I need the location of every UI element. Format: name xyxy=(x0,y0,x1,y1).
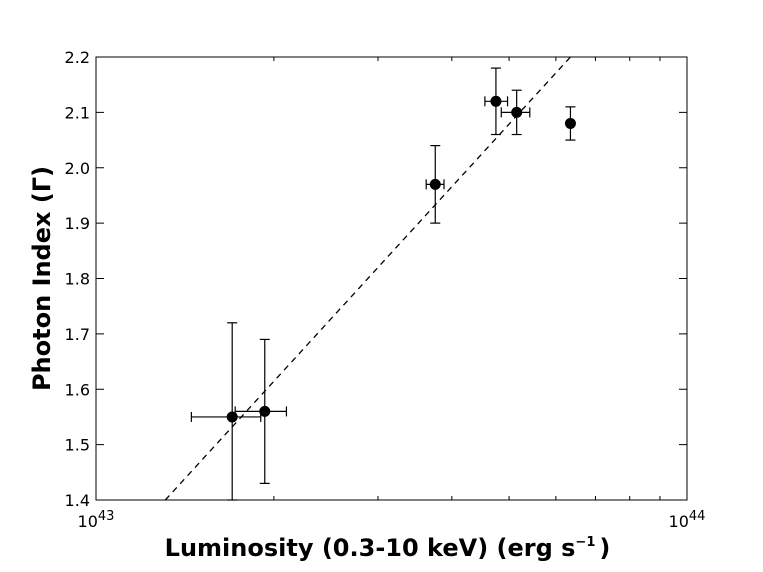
x-tick-label-base: 10 xyxy=(669,512,689,531)
data-point xyxy=(259,405,271,417)
data-point xyxy=(564,117,576,129)
x-axis-label-close: ) xyxy=(599,534,610,562)
x-tick-label-exponent: 43 xyxy=(98,509,115,524)
x-axis-label: Luminosity (0.3-10 keV) (erg s−1) xyxy=(165,534,611,562)
axis-labels-layer: Luminosity (0.3-10 keV) (erg s−1) Photon… xyxy=(28,166,610,562)
data-point xyxy=(226,411,238,423)
x-tick-label: 1044 xyxy=(669,509,706,531)
data-point-group xyxy=(234,338,288,484)
data-point xyxy=(490,95,502,107)
data-point xyxy=(429,178,441,190)
x-tick-label-exponent: 44 xyxy=(689,509,706,524)
fit-line xyxy=(164,56,571,501)
data-point xyxy=(511,106,523,118)
plot-frame xyxy=(95,56,688,501)
y-tick-label: 1.4 xyxy=(65,491,90,510)
y-tick-label: 1.5 xyxy=(65,436,90,455)
data-point-group xyxy=(500,89,531,136)
data-point-group xyxy=(564,106,576,141)
y-tick-label: 1.7 xyxy=(65,325,90,344)
data-points-layer xyxy=(190,67,576,501)
y-tick-label: 2.2 xyxy=(65,48,90,67)
data-point-group xyxy=(425,145,445,224)
data-point-group xyxy=(484,67,509,136)
x-axis-label-text: Luminosity (0.3-10 keV) (erg s xyxy=(165,534,576,562)
y-tick-label: 1.6 xyxy=(65,380,90,399)
x-tick-label: 1043 xyxy=(78,509,115,531)
y-tick-label: 1.9 xyxy=(65,214,90,233)
y-tick-label: 2.1 xyxy=(65,103,90,122)
fit-line-layer xyxy=(164,56,571,501)
x-tick-label-base: 10 xyxy=(78,512,98,531)
y-tick-label: 2.0 xyxy=(65,159,90,178)
x-axis-label-exponent: −1 xyxy=(575,535,595,550)
y-tick-label: 1.8 xyxy=(65,270,90,289)
y-axis-label: Photon Index (Γ) xyxy=(28,166,56,391)
